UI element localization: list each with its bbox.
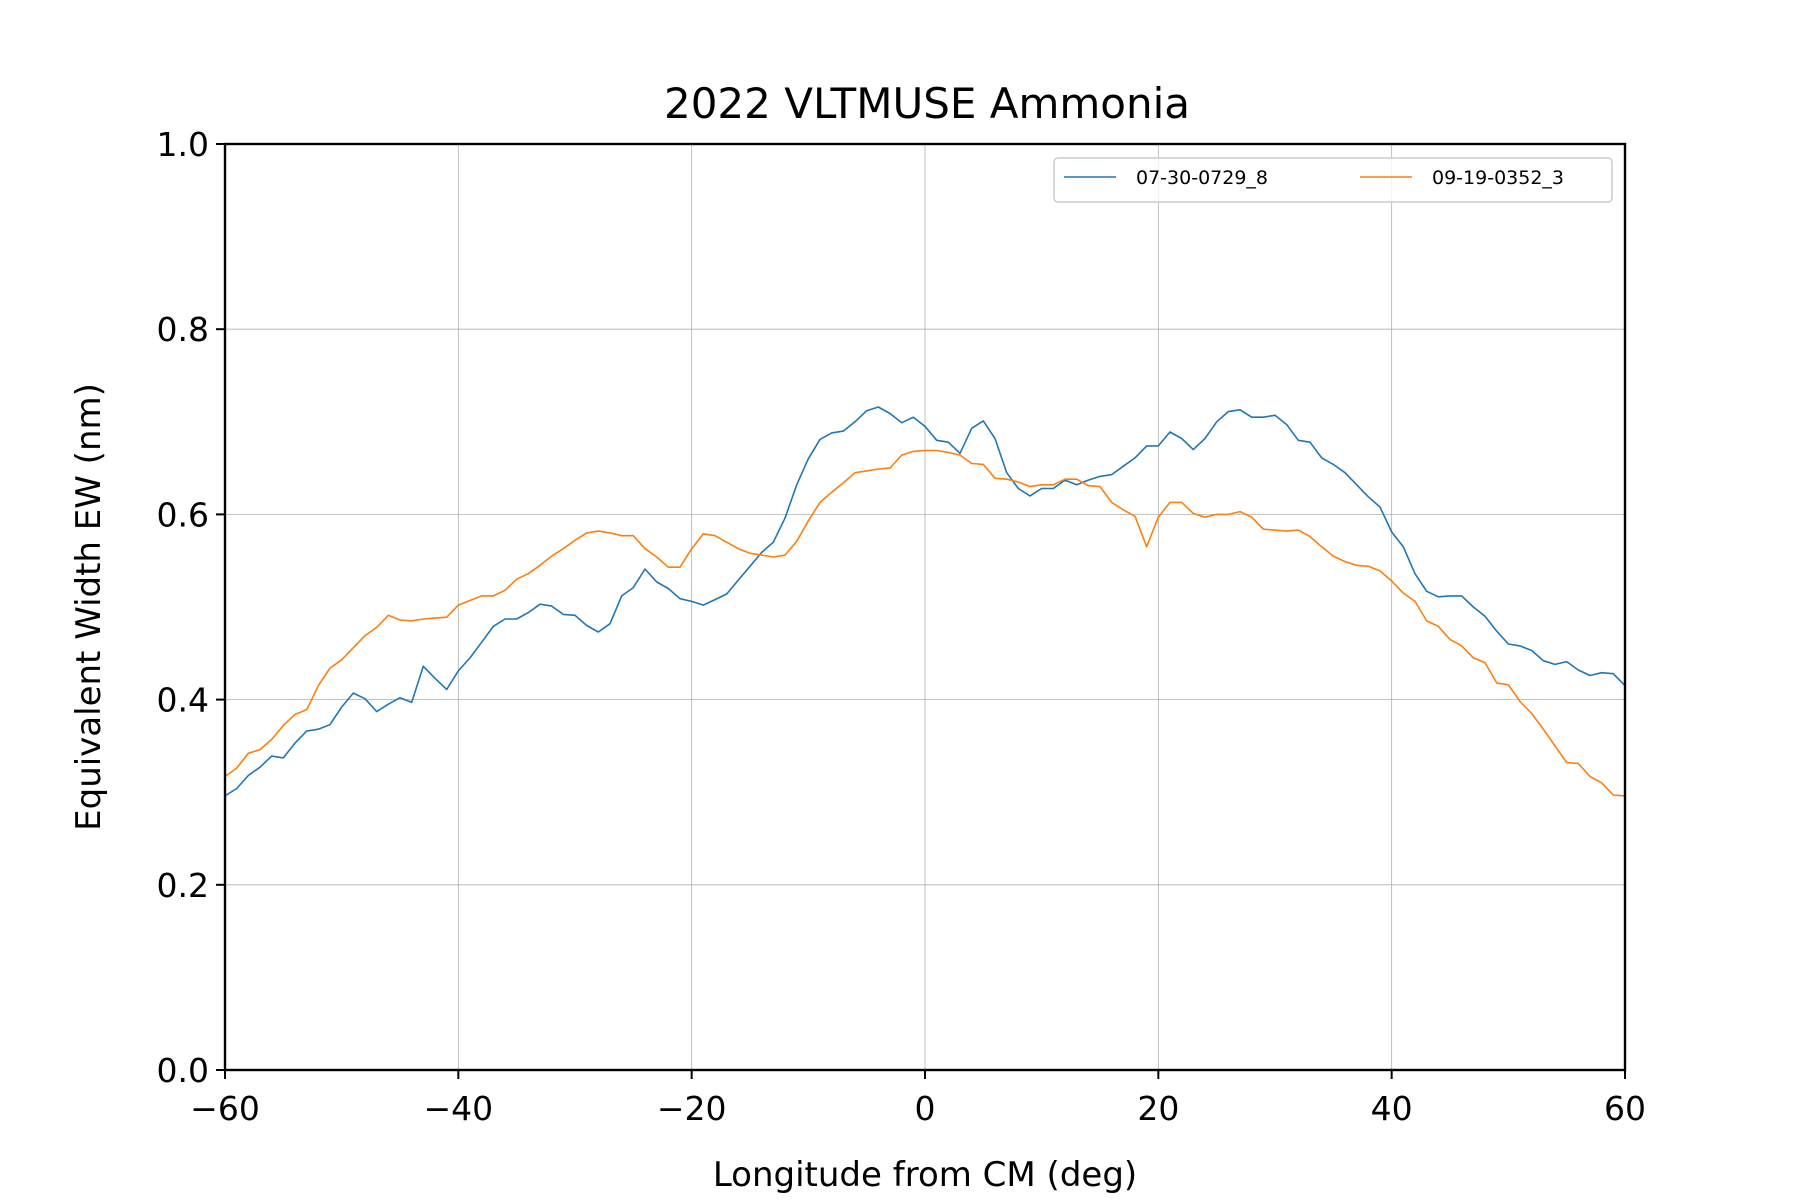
legend-box bbox=[1053, 157, 1613, 203]
y-axis-ticks: 0.0 0.2 0.4 0.6 0.8 1.0 bbox=[157, 125, 225, 1090]
y-tick-label: 0.8 bbox=[157, 310, 209, 349]
x-tick-label: 20 bbox=[1137, 1089, 1179, 1128]
legend: 07-30-0729_8 09-19-0352_3 bbox=[1053, 157, 1613, 203]
grid bbox=[224, 143, 1626, 1071]
x-tick-label: 40 bbox=[1371, 1089, 1413, 1128]
x-tick-label: 60 bbox=[1604, 1089, 1646, 1128]
x-tick-label: −40 bbox=[424, 1089, 494, 1128]
legend-label: 07-30-0729_8 bbox=[1136, 167, 1268, 189]
x-tick-label: 0 bbox=[915, 1089, 936, 1128]
y-tick-label: 0.4 bbox=[157, 681, 209, 720]
x-tick-label: −60 bbox=[190, 1089, 260, 1128]
x-axis-ticks: −60 −40 −20 0 20 40 60 bbox=[190, 1070, 1646, 1128]
chart-title: 2022 VLTMUSE Ammonia bbox=[664, 79, 1190, 128]
y-tick-label: 1.0 bbox=[157, 125, 209, 164]
legend-label: 09-19-0352_3 bbox=[1432, 167, 1564, 189]
y-tick-label: 0.6 bbox=[157, 495, 209, 534]
series-group bbox=[224, 406, 1626, 797]
y-tick-label: 0.0 bbox=[157, 1051, 209, 1090]
series-line-1 bbox=[224, 406, 1626, 797]
y-axis-label: Equivalent Width EW (nm) bbox=[69, 383, 109, 831]
series-line-2 bbox=[224, 449, 1626, 797]
y-tick-label: 0.2 bbox=[157, 866, 209, 905]
x-axis-label: Longitude from CM (deg) bbox=[713, 1155, 1137, 1195]
x-tick-label: −20 bbox=[657, 1089, 727, 1128]
